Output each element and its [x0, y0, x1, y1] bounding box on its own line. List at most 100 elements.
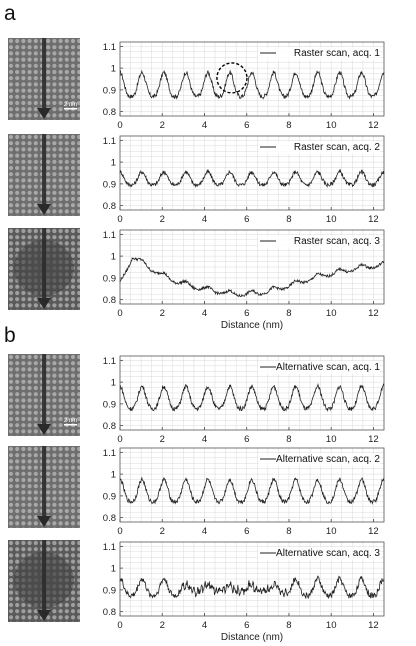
x-tick-label: 12: [368, 620, 379, 631]
x-tick-label: 6: [244, 526, 249, 537]
x-tick-label: 2: [160, 120, 165, 131]
x-tick-label: 2: [160, 308, 165, 319]
plot-raster-acq-1: 0.8 0.9 1 1.1 0 2 4 6 8 10 12 Raster scan, acq. 1: [96, 36, 408, 140]
y-tick-label: 1: [111, 564, 116, 575]
x-tick-label: 0: [117, 214, 122, 225]
plot-alternative-acq-2: 0.8 0.9 1 1.1 0 2 4 6 8 10 12 Alternative scan, acq…: [96, 442, 408, 546]
panel-letter-b: b: [4, 324, 16, 347]
x-tick-label: 6: [244, 434, 249, 445]
x-tick-label: 2: [160, 526, 165, 537]
stem-image-alt-1: 2 nm: [8, 354, 80, 436]
x-tick-label: 4: [202, 214, 207, 225]
x-tick-label: 8: [286, 120, 291, 131]
x-tick-label: 8: [286, 214, 291, 225]
y-tick-label: 0.9: [103, 399, 116, 410]
x-tick-label: 10: [326, 526, 337, 537]
legend-label: Raster scan, acq. 1: [294, 48, 381, 59]
x-tick-label: 12: [368, 120, 379, 131]
intensity-line: [119, 476, 385, 505]
x-tick-label: 6: [244, 308, 249, 319]
plot-frame: [119, 229, 385, 305]
y-tick-label: 1.1: [103, 136, 116, 147]
x-tick-label: 4: [202, 120, 207, 131]
scan-direction-arrow-icon: [37, 38, 51, 119]
plot-alternative-acq-1: 0.8 0.9 1 1.1 0 2 4 6 8 10 12 Alternative scan, acq…: [96, 350, 408, 454]
intensity-line: [119, 69, 385, 100]
x-tick-label: 6: [244, 120, 249, 131]
x-tick-label: 8: [286, 434, 291, 445]
x-tick-label: 6: [244, 620, 249, 631]
scale-bar-label: 2 nm: [64, 418, 77, 424]
y-tick-label: 0.9: [103, 85, 116, 96]
x-axis-label: Distance (nm): [221, 320, 283, 331]
y-tick-label: 1.1: [103, 356, 116, 367]
x-tick-label: 8: [286, 620, 291, 631]
intensity-line: [119, 168, 385, 189]
x-tick-label: 0: [117, 526, 122, 537]
legend-label: Alternative scan, acq. 3: [276, 548, 380, 559]
x-tick-label: 0: [117, 120, 122, 131]
x-tick-label: 2: [160, 620, 165, 631]
scale-bar: 2 nm: [64, 102, 77, 110]
x-tick-label: 6: [244, 214, 249, 225]
x-tick-label: 10: [326, 620, 337, 631]
x-tick-label: 0: [117, 308, 122, 319]
stem-image-alt-3: [8, 540, 80, 622]
y-tick-label: 0.8: [103, 421, 116, 432]
y-tick-label: 1: [111, 378, 116, 389]
y-tick-label: 0.8: [103, 107, 116, 118]
plot-raster-acq-3: 0.8 0.9 1 1.1 0 2 4 6 8 10 12 Raster scan, acq. 3 Di…: [96, 224, 408, 331]
plot-frame: [119, 41, 385, 117]
x-tick-label: 10: [326, 214, 337, 225]
x-tick-label: 8: [286, 526, 291, 537]
scan-direction-arrow-icon: [37, 134, 51, 215]
legend-label: Raster scan, acq. 3: [294, 236, 381, 247]
legend-label: Alternative scan, acq. 1: [276, 362, 380, 373]
grid: [119, 136, 385, 210]
plot-frame: [119, 355, 385, 431]
legend: Raster scan, acq. 3: [258, 235, 380, 248]
x-tick-label: 4: [202, 620, 207, 631]
y-tick-label: 0.9: [103, 585, 116, 596]
y-tick-label: 1: [111, 470, 116, 481]
y-tick-label: 0.9: [103, 179, 116, 190]
highlight-circle: [216, 62, 248, 94]
x-tick-label: 10: [326, 308, 337, 319]
legend: Alternative scan, acq. 3: [258, 547, 380, 560]
y-tick-label: 0.8: [103, 201, 116, 212]
y-tick-label: 1.1: [103, 542, 116, 553]
x-tick-label: 4: [202, 434, 207, 445]
x-tick-label: 10: [326, 434, 337, 445]
y-tick-label: 0.8: [103, 513, 116, 524]
plot-alternative-acq-3: 0.8 0.9 1 1.1 0 2 4 6 8 10 12 Alternative scan, acq…: [96, 536, 408, 643]
x-tick-label: 2: [160, 214, 165, 225]
y-tick-label: 0.9: [103, 491, 116, 502]
x-tick-label: 0: [117, 620, 122, 631]
x-axis-label: Distance (nm): [221, 632, 283, 643]
x-tick-label: 12: [368, 434, 379, 445]
scale-bar: 2 nm: [64, 418, 77, 426]
x-tick-label: 4: [202, 308, 207, 319]
x-tick-label: 12: [368, 308, 379, 319]
y-tick-label: 0.8: [103, 295, 116, 306]
legend-label: Raster scan, acq. 2: [294, 142, 381, 153]
x-tick-label: 12: [368, 214, 379, 225]
intensity-line: [119, 382, 385, 413]
stem-image-raster-3: [8, 228, 80, 310]
y-tick-label: 0.8: [103, 607, 116, 618]
y-tick-label: 1: [111, 252, 116, 263]
plot-raster-acq-2: 0.8 0.9 1 1.1 0 2 4 6 8 10 12 Raster scan, acq. 2: [96, 130, 408, 234]
intensity-line: [119, 575, 385, 600]
y-tick-label: 0.9: [103, 273, 116, 284]
x-tick-label: 12: [368, 526, 379, 537]
stem-image-raster-2: [8, 134, 80, 216]
plot-frame: [119, 447, 385, 523]
y-tick-label: 1.1: [103, 42, 116, 53]
y-tick-label: 1.1: [103, 230, 116, 241]
y-tick-label: 1.1: [103, 448, 116, 459]
panel-letter-a: a: [4, 2, 16, 25]
scale-bar-label: 2 nm: [64, 102, 77, 108]
scan-direction-arrow-icon: [37, 446, 51, 527]
x-tick-label: 4: [202, 526, 207, 537]
x-tick-label: 10: [326, 120, 337, 131]
